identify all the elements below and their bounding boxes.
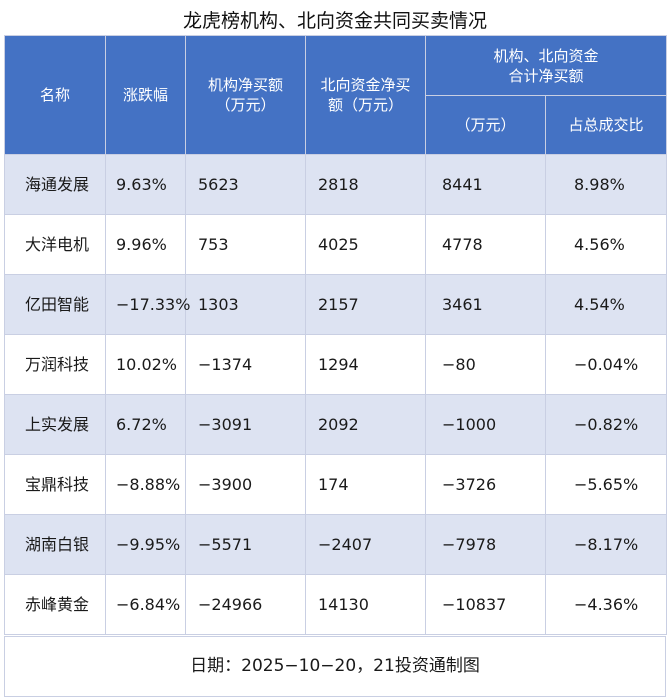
cell-combined: −80 [425,334,546,395]
header-name: 名称 [4,35,106,155]
cell-change: −6.84% [105,574,186,635]
table-row: 赤峰黄金 −6.84% −24966 14130 −10837 −4.36% [4,574,668,635]
data-table: 名称 涨跌幅 机构净买额 （万元） 北向资金净买 额（万元） 机构、北向资金 合… [4,35,668,635]
cell-north-net: 1294 [305,334,426,395]
header-combined-ratio: 占总成交比 [544,95,668,155]
cell-inst-net: −1374 [185,334,306,395]
cell-inst-net: 5623 [185,154,306,215]
cell-combined: −7978 [425,514,546,575]
cell-combined: 8441 [425,154,546,215]
cell-combined: 4778 [425,214,546,275]
header-change: 涨跌幅 [105,35,186,155]
cell-name: 海通发展 [4,154,106,215]
header-north-net-line2: 额（万元） [327,96,403,114]
cell-north-net: 14130 [305,574,426,635]
cell-name: 湖南白银 [4,514,106,575]
cell-north-net: 2092 [305,394,426,455]
cell-change: −8.88% [105,454,186,515]
table-row: 海通发展 9.63% 5623 2818 8441 8.98% [4,154,668,215]
header-inst-net-line1: 机构净买额 [207,76,283,94]
cell-ratio: −0.82% [544,394,668,455]
cell-ratio: −8.17% [544,514,668,575]
cell-change: 10.02% [105,334,186,395]
cell-combined: −3726 [425,454,546,515]
cell-inst-net: 1303 [185,274,306,335]
table-row: 亿田智能 −17.33% 1303 2157 3461 4.54% [4,274,668,335]
cell-north-net: 2157 [305,274,426,335]
header-combined: 机构、北向资金 合计净买额 [424,35,668,96]
table-row: 万润科技 10.02% −1374 1294 −80 −0.04% [4,334,668,395]
cell-inst-net: −3091 [185,394,306,455]
header-combined-line2: 合计净买额 [508,66,584,85]
header-north-net-line1: 北向资金净买 [320,76,411,94]
cell-change: 9.96% [105,214,186,275]
table-row: 大洋电机 9.96% 753 4025 4778 4.56% [4,214,668,275]
cell-combined: −10837 [425,574,546,635]
cell-ratio: −5.65% [544,454,668,515]
cell-combined: −1000 [425,394,546,455]
cell-north-net: 2818 [305,154,426,215]
cell-north-net: −2407 [305,514,426,575]
cell-inst-net: −24966 [185,574,306,635]
cell-inst-net: −3900 [185,454,306,515]
cell-change: 6.72% [105,394,186,455]
cell-combined: 3461 [425,274,546,335]
cell-change: −17.33% [105,274,190,335]
cell-ratio: 8.98% [544,154,668,215]
table-row: 上实发展 6.72% −3091 2092 −1000 −0.82% [4,394,668,455]
table-row: 湖南白银 −9.95% −5571 −2407 −7978 −8.17% [4,514,668,575]
header-inst-net: 机构净买额 （万元） [185,35,306,155]
table-row: 宝鼎科技 −8.88% −3900 174 −3726 −5.65% [4,454,668,515]
cell-name: 宝鼎科技 [4,454,106,515]
cell-ratio: −4.36% [544,574,668,635]
cell-ratio: 4.56% [544,214,668,275]
cell-name: 上实发展 [4,394,106,455]
cell-ratio: −0.04% [544,334,668,395]
cell-name: 万润科技 [4,334,106,395]
header-combined-amount: （万元） [425,95,546,155]
page-title: 龙虎榜机构、北向资金共同买卖情况 [182,10,487,32]
cell-inst-net: −5571 [185,514,306,575]
cell-name: 赤峰黄金 [4,574,106,635]
cell-name: 亿田智能 [4,274,106,335]
header-inst-net-line2: （万元） [215,96,276,114]
cell-change: 9.63% [105,154,186,215]
cell-change: −9.95% [105,514,186,575]
header-north-net: 北向资金净买 额（万元） [305,35,426,155]
cell-name: 大洋电机 [4,214,106,275]
header-combined-line1: 机构、北向资金 [493,46,599,65]
footer-caption: 日期：2025−10−20，21投资通制图 [4,636,666,697]
cell-ratio: 4.54% [544,274,668,335]
cell-inst-net: 753 [185,214,306,275]
cell-north-net: 174 [305,454,426,515]
cell-north-net: 4025 [305,214,426,275]
